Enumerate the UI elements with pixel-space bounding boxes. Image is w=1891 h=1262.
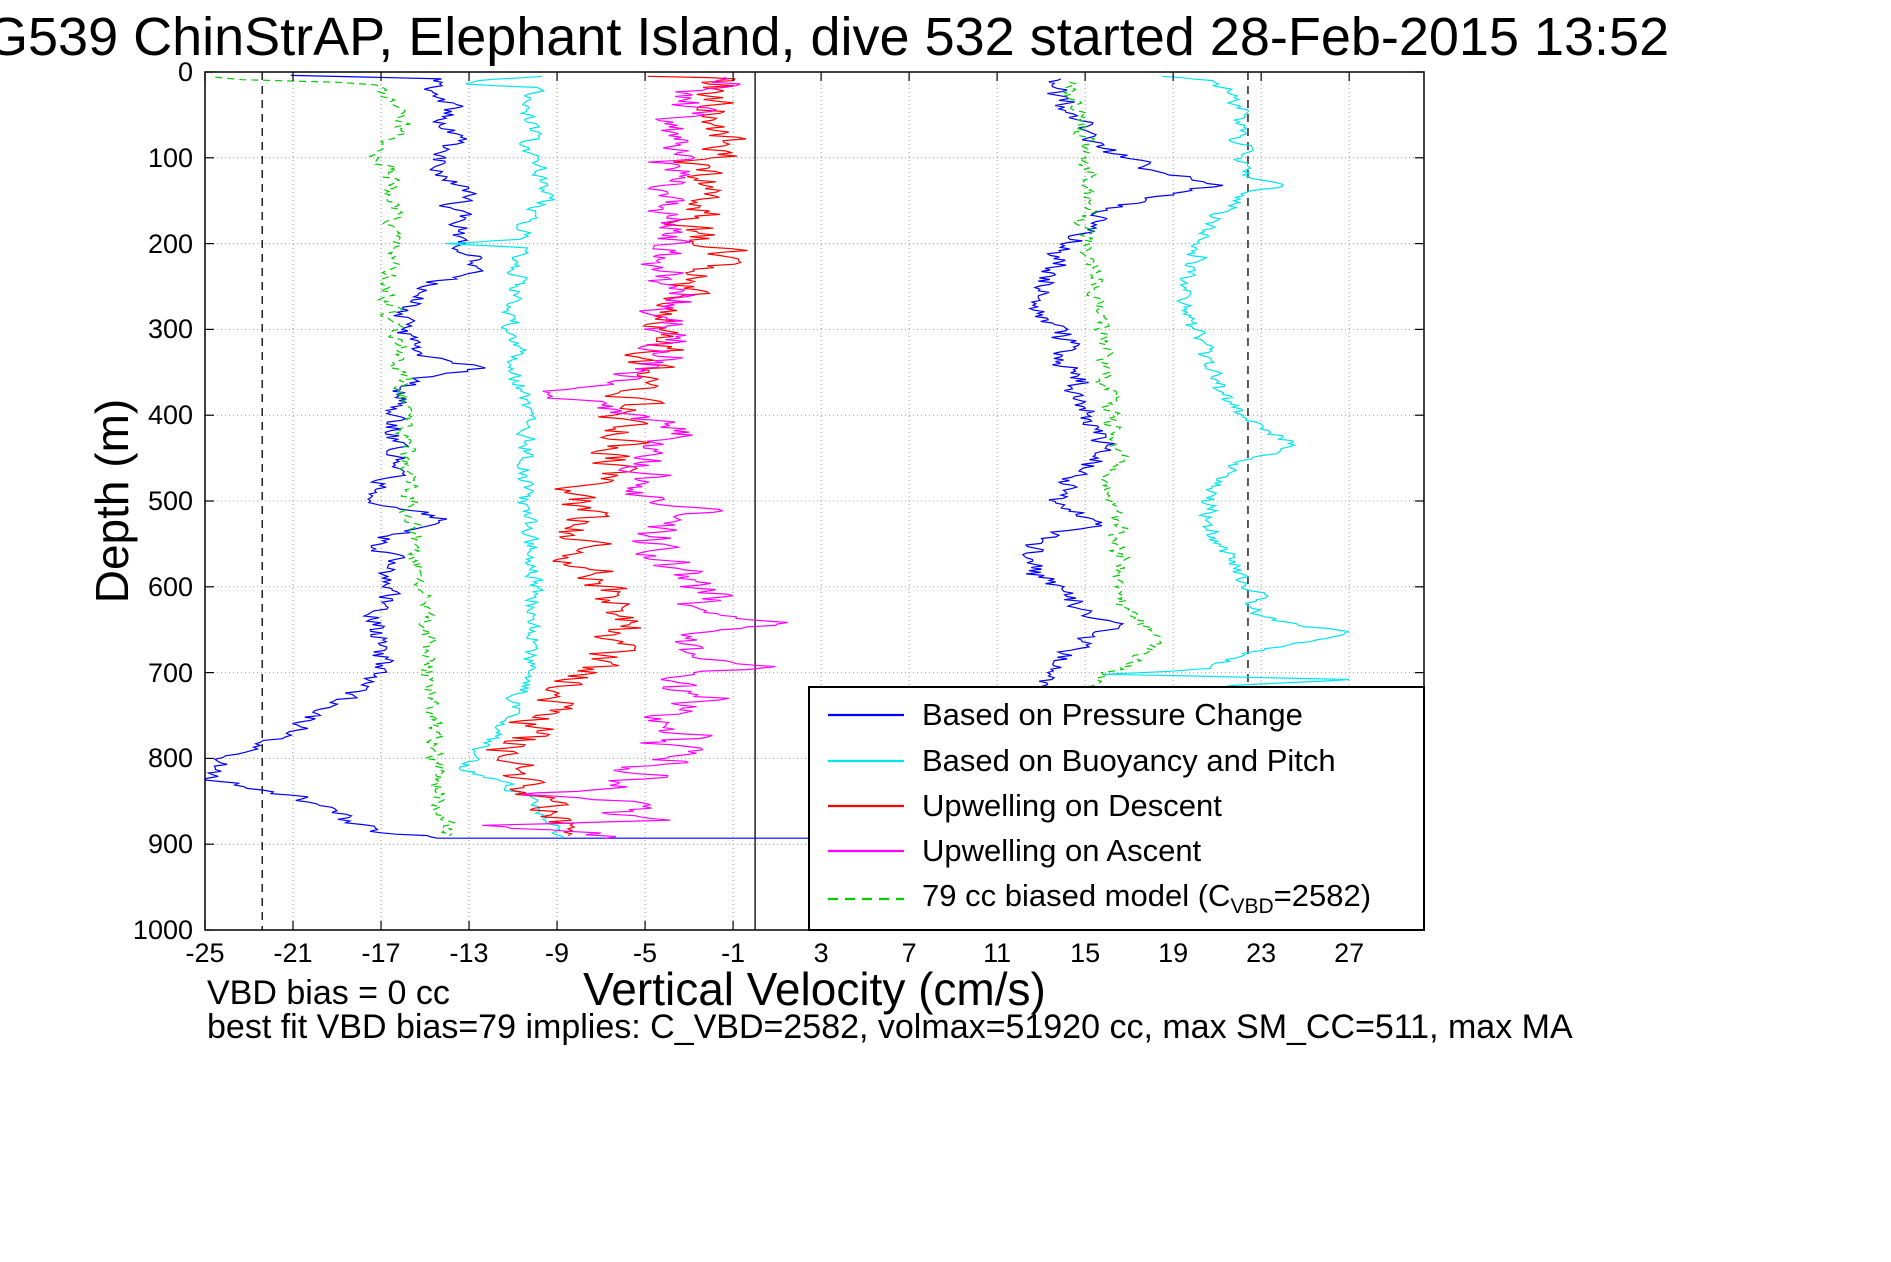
x-tick-label: -13 [449,938,489,968]
legend-label: Upwelling on Ascent [922,833,1202,869]
y-tick-label: 500 [147,486,193,516]
y-tick-label: 700 [147,657,193,688]
best-fit-note: best fit VBD bias=79 implies: C_VBD=2582… [207,1008,1573,1046]
legend-line-sample [828,714,904,717]
legend-line-sample [828,804,904,807]
legend-label: 79 cc biased model (CVBD=2582) [922,878,1372,919]
x-axis-label: Vertical Velocity (cm/s) [583,963,1046,1015]
legend-entry: Based on Buoyancy and Pitch [810,743,1423,779]
figure-title: G539 ChinStrAP, Elephant Island, dive 53… [0,7,1670,67]
legend-line-sample [828,759,904,762]
x-tick-label: 19 [1158,938,1189,968]
legend-label: Based on Buoyancy and Pitch [922,742,1336,778]
legend-line-sample [828,897,904,901]
x-tick-label: 15 [1070,938,1101,968]
legend-label: Upwelling on Descent [922,787,1222,823]
y-tick-label: 600 [147,571,193,602]
x-tick-label: 11 [983,938,1012,968]
y-tick-label: 900 [147,829,193,860]
x-tick-label: 27 [1334,938,1365,968]
series-buoyancy-pitch [446,75,564,839]
x-tick-label: -5 [633,938,658,968]
series-pressure-change [205,74,817,839]
y-tick-label: 200 [147,228,193,259]
y-tick-label: 0 [177,57,193,87]
legend-entry: Upwelling on Descent [810,788,1423,824]
x-tick-label: -9 [545,938,570,968]
legend: Based on Pressure Change Based on Buoyanc… [808,686,1425,931]
y-tick-label: 800 [147,743,193,774]
legend-entry: 79 cc biased model (CVBD=2582) [810,878,1423,919]
legend-entry: Upwelling on Ascent [810,833,1423,869]
legend-line-sample [828,850,904,853]
x-tick-label: -25 [185,938,225,968]
x-tick-label: -17 [361,938,401,968]
x-tick-label: 3 [813,938,829,968]
x-tick-label: -1 [721,938,746,968]
y-tick-label: 100 [147,142,193,173]
vbd-bias-note: VBD bias = 0 cc [207,974,450,1012]
y-tick-label: 400 [147,400,193,431]
y-tick-label: 300 [147,314,193,345]
legend-entry: Based on Pressure Change [810,697,1423,733]
series-upwelling-ascent [482,76,788,839]
x-tick-label: 7 [901,938,917,968]
y-tick-label: 1000 [132,915,193,945]
x-tick-label: -21 [273,938,313,968]
legend-label: Based on Pressure Change [922,697,1303,733]
series-upwelling-descent [485,75,748,837]
x-tick-label: 23 [1246,938,1277,968]
